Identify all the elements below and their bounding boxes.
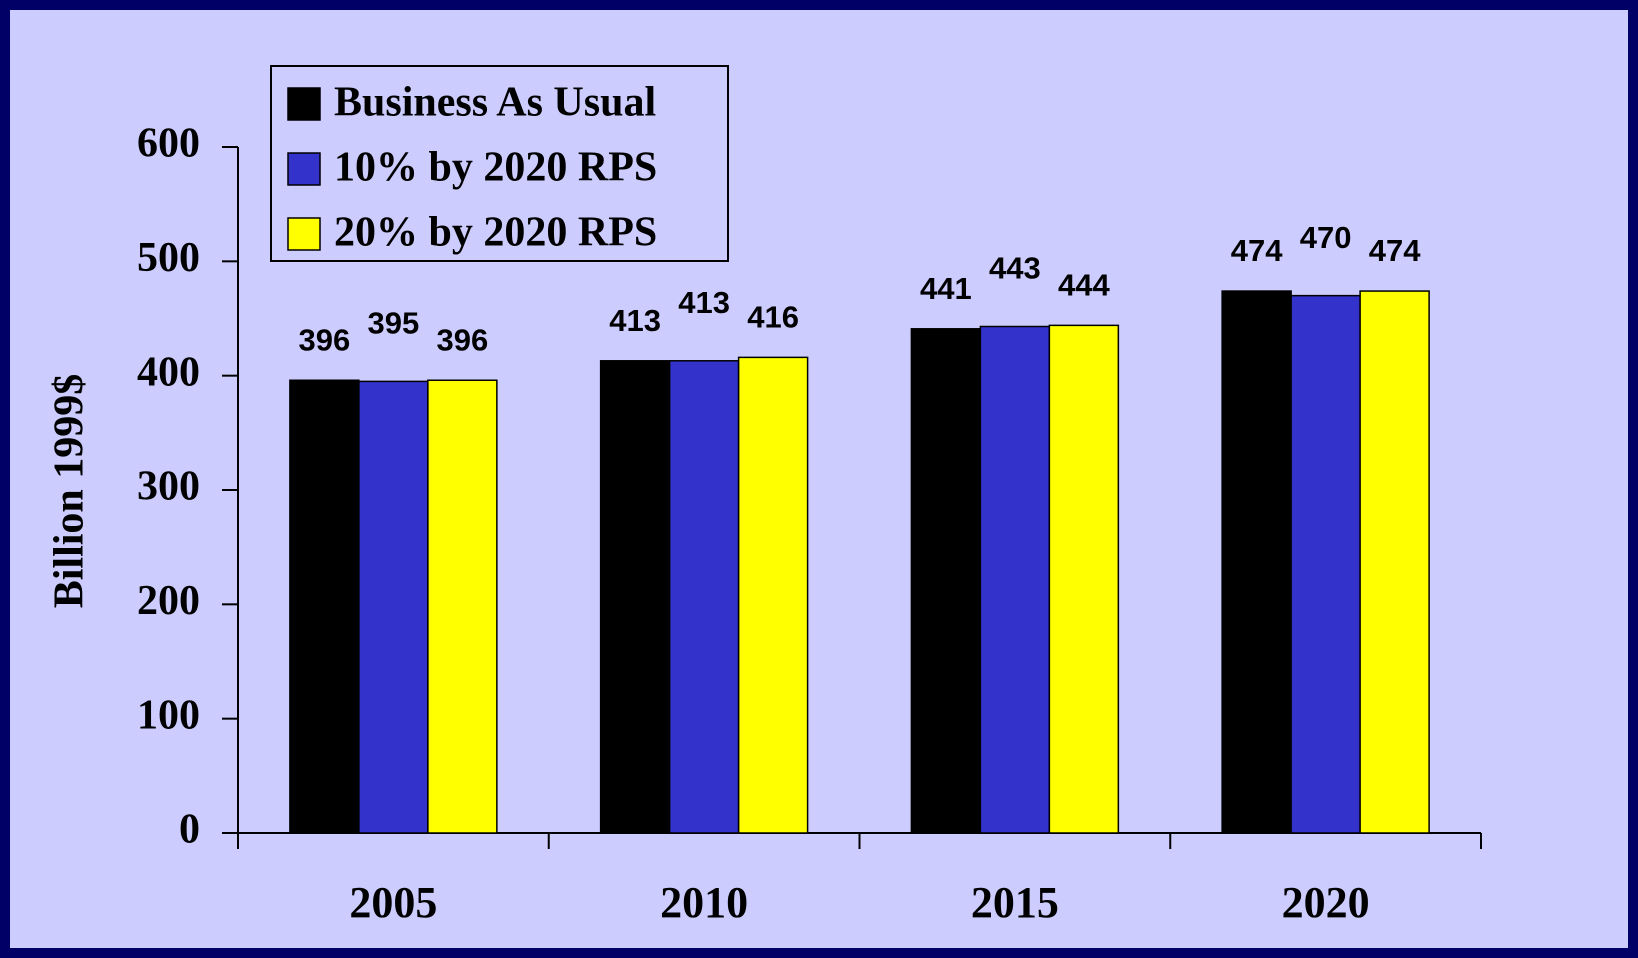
value-label: 413 [609, 303, 661, 338]
value-label: 474 [1231, 233, 1283, 268]
y-tick-label: 500 [137, 235, 200, 281]
legend-label: 10% by 2020 RPS [334, 145, 657, 191]
y-tick-label: 300 [137, 464, 200, 510]
bar [1221, 290, 1292, 834]
legend-box [270, 65, 729, 262]
y-tick-label: 100 [137, 692, 200, 738]
legend-swatch [287, 87, 321, 121]
x-tick-label: 2010 [660, 878, 748, 927]
value-label: 443 [989, 251, 1041, 286]
bar [427, 379, 498, 834]
bar [737, 356, 809, 834]
legend-label: 20% by 2020 RPS [334, 210, 657, 256]
bar [1359, 290, 1430, 834]
bar [358, 380, 429, 834]
y-tick-label: 400 [137, 349, 200, 395]
bar [599, 360, 671, 834]
y-tick-label: 600 [137, 121, 200, 167]
bar [910, 328, 982, 834]
value-label: 396 [299, 322, 351, 357]
value-label: 395 [368, 306, 420, 341]
y-tick-label: 0 [179, 807, 200, 853]
x-tick-label: 2015 [971, 878, 1059, 927]
bar [668, 360, 740, 834]
value-label: 474 [1369, 233, 1421, 268]
x-tick-label: 2020 [1282, 878, 1370, 927]
y-tick-label: 200 [137, 578, 200, 624]
value-label: 416 [747, 300, 799, 335]
legend-swatch [287, 217, 321, 251]
value-label: 396 [436, 322, 488, 357]
legend-swatch [287, 152, 321, 186]
value-label: 441 [920, 271, 972, 306]
bar [979, 325, 1051, 834]
bar [289, 379, 360, 834]
x-tick-label: 2005 [349, 878, 437, 927]
bar [1290, 294, 1361, 834]
value-label: 470 [1300, 220, 1352, 255]
value-label: 444 [1058, 268, 1110, 303]
legend-label: Business As Usual [334, 80, 656, 126]
value-label: 413 [678, 285, 730, 320]
y-axis-label: Billion 1999$ [47, 374, 93, 609]
bar [1048, 324, 1120, 834]
